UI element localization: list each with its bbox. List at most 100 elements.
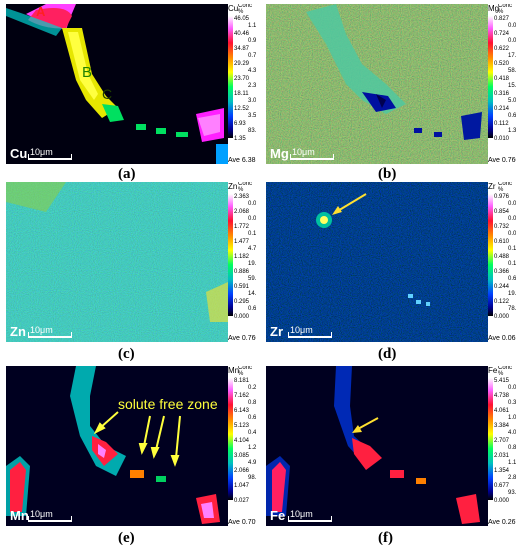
colorbar-legend: Zr Conc % 0.976 0.0 0.854 0.0 0.732 0.0 0.610 0.1… — [488, 182, 516, 342]
legend-tick: 7.162 — [234, 393, 250, 399]
legend-tick: 2.363 — [234, 194, 250, 200]
legend-unit: Conc % — [238, 4, 253, 15]
legend-tick: 0.976 — [494, 194, 510, 200]
legend-percent: 15.5 — [508, 83, 516, 89]
legend-tick: 0.520 — [494, 61, 510, 67]
legend-percent: 1.2 — [248, 445, 256, 451]
legend-percent: 19.6 — [508, 291, 516, 297]
legend-percent: 17.2 — [508, 53, 516, 59]
legend-tick: 0.886 — [234, 269, 250, 275]
colorbar — [488, 194, 493, 316]
legend-tick: 40.46 — [234, 31, 250, 37]
scale-bar: 10μm — [290, 147, 334, 160]
legend-percent: 83.9 — [248, 128, 256, 134]
legend-percent: 78.5 — [508, 306, 516, 312]
legend-element: Zn — [228, 182, 238, 191]
region-label-c: C — [102, 86, 113, 102]
legend-percent: 2.3 — [248, 83, 256, 89]
legend-tick: 4.738 — [494, 393, 510, 399]
legend-tick: 12.52 — [234, 106, 250, 112]
element-label-mg: Mg — [270, 146, 289, 161]
legend-average: Ave 0.065 — [488, 335, 516, 342]
legend-tick: 0.000 — [234, 314, 250, 320]
legend-unit: Conc % — [498, 366, 513, 377]
legend-unit: Conc % — [238, 366, 253, 377]
element-label-mn: Mn — [10, 508, 29, 523]
legend-tick: 4.104 — [234, 438, 250, 444]
legend-element: Zr — [488, 182, 496, 191]
legend-average: Ave 0.709 — [228, 519, 256, 526]
legend-percent: 0.6 — [248, 415, 256, 421]
legend-tick: 2.068 — [234, 209, 250, 215]
legend-percent: 14.7 — [248, 291, 256, 297]
caption-d: (d) — [378, 346, 397, 362]
legend-percent: 0.6 — [508, 276, 516, 282]
caption-b: (b) — [378, 166, 397, 182]
legend-percent: 0.8 — [248, 400, 256, 406]
legend-tick: 0.854 — [494, 209, 510, 215]
legend-tick: 0.677 — [494, 483, 510, 489]
scale-text: 10μm — [30, 147, 53, 157]
colorbar-legend: Mn Conc % 8.181 0.2 7.162 0.8 6.143 0.6 5.123 0.4… — [228, 366, 256, 526]
legend-tick: 1.182 — [234, 254, 250, 260]
panel-cu: Cu 10μm A B C Cu Conc % 46.05 1.1 40.46 0.9 34… — [6, 4, 256, 164]
legend-tick: 1.047 — [234, 483, 250, 489]
legend-percent: 0.0 — [248, 201, 256, 207]
colorbar — [228, 378, 233, 500]
scale-bar: 10μm — [28, 509, 72, 522]
colorbar-legend: Fe Conc % 5.415 0.0 4.738 0.3 4.061 1.0 3.384 4.0… — [488, 366, 516, 526]
legend-tick: 2.707 — [494, 438, 510, 444]
legend-percent: 0.6 — [248, 306, 256, 312]
legend-tick: 0.488 — [494, 254, 510, 260]
legend-percent: 59.2 — [248, 276, 256, 282]
legend-tick: 0.732 — [494, 224, 510, 230]
cu-map — [6, 4, 228, 164]
element-label-cu: Cu — [10, 146, 28, 161]
scale-bar: 10μm — [28, 325, 72, 338]
legend-percent: 1.1 — [508, 460, 516, 466]
legend-percent: 2.8 — [508, 475, 516, 481]
legend-percent: 1.1 — [248, 23, 256, 29]
legend-percent: 0.1 — [248, 231, 256, 237]
legend-tick: 1.354 — [494, 468, 510, 474]
legend-percent: 93.1 — [508, 490, 516, 496]
legend-tick: 0.366 — [494, 269, 510, 275]
legend-tick: 8.181 — [234, 378, 250, 384]
legend-percent: 0.0 — [248, 216, 256, 222]
legend-average: Ave 0.760 — [228, 335, 256, 342]
legend-tick: 1.35 — [234, 136, 246, 142]
legend-tick: 5.123 — [234, 423, 250, 429]
legend-tick: 3.384 — [494, 423, 510, 429]
legend-tick: 0.591 — [234, 284, 250, 290]
legend-percent: 98.2 — [248, 475, 256, 481]
caption-a: (a) — [118, 166, 136, 182]
legend-tick: 23.70 — [234, 76, 250, 82]
colorbar-legend: Zn Conc % 2.363 0.0 2.068 0.0 1.772 0.1 1.477 4.7… — [228, 182, 256, 342]
fe-map — [266, 366, 488, 526]
arrow-icon — [352, 417, 379, 433]
colorbar — [488, 378, 493, 500]
legend-tick: 0.122 — [494, 299, 510, 305]
caption-e: (e) — [118, 530, 135, 546]
legend-percent: 4.3 — [248, 68, 256, 74]
legend-percent: 1.3 — [508, 128, 516, 134]
legend-tick: 0.827 — [494, 16, 510, 22]
legend-percent: 0.8 — [508, 445, 516, 451]
colorbar — [228, 194, 233, 316]
legend-unit: Conc % — [498, 182, 513, 193]
legend-tick: 6.93 — [234, 121, 246, 127]
legend-percent: 0.0 — [508, 23, 516, 29]
legend-element: Mn — [228, 366, 240, 375]
legend-percent: 0.6 — [508, 113, 516, 119]
legend-percent: 0.0 — [508, 201, 516, 207]
legend-percent: 0.1 — [508, 261, 516, 267]
legend-tick: 1.477 — [234, 239, 250, 245]
legend-percent: 0.0 — [508, 385, 516, 391]
legend-element: Fe — [488, 366, 498, 375]
scale-bar: 10μm — [28, 147, 72, 160]
legend-tick: 29.29 — [234, 61, 250, 67]
element-label-fe: Fe — [270, 508, 286, 523]
legend-tick: 0.610 — [494, 239, 510, 245]
mg-map — [266, 4, 488, 164]
